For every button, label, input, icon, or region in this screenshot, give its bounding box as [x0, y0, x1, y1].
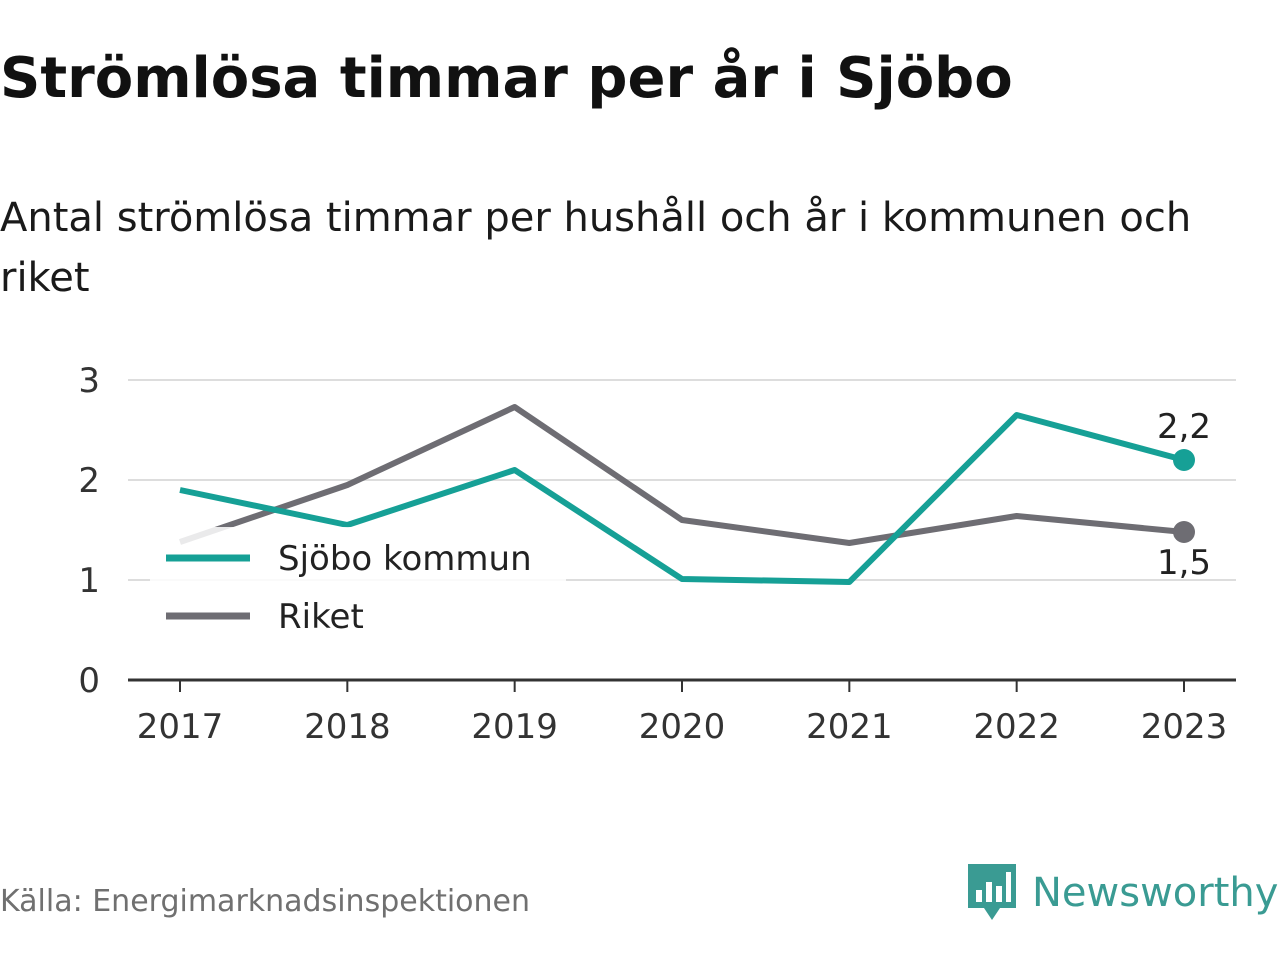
series-line-riket — [179, 404, 1185, 546]
x-tick-label: 2022 — [973, 707, 1060, 747]
series-lines — [179, 404, 1195, 585]
data-label-riket: 1,5 — [1157, 543, 1211, 583]
legend-background — [150, 527, 566, 643]
end-labels: 2,2 1,5 — [1157, 407, 1211, 583]
x-tick-label: 2023 — [1141, 707, 1228, 747]
y-tick-label: 1 — [78, 561, 100, 601]
chart-subtitle: Antal strömlösa timmar per hushåll och å… — [0, 195, 1192, 301]
series-endpoint-riket — [1173, 521, 1195, 543]
legend-label-kommun: Sjöbo kommun — [278, 539, 532, 579]
y-axis-ticks: 0 1 2 3 — [78, 361, 100, 701]
brand-name: Newsworthy — [1032, 870, 1279, 916]
newsworthy-logo-icon — [968, 864, 1016, 920]
y-tick-label: 2 — [78, 461, 100, 501]
y-tick-label: 0 — [78, 661, 100, 701]
x-tick-label: 2017 — [137, 707, 224, 747]
brand-logo: Newsworthy — [966, 862, 1278, 924]
x-tick-label: 2018 — [304, 707, 391, 747]
y-tick-label: 3 — [78, 361, 100, 401]
legend: Sjöbo kommun Riket — [150, 527, 566, 643]
chart-title: Strömlösa timmar per år i Sjöbo — [0, 46, 1013, 111]
series-endpoint-kommun — [1173, 449, 1195, 471]
data-label-kommun: 2,2 — [1157, 407, 1211, 447]
line-chart: 0 1 2 3 2017 2018 2019 2020 2021 2022 2023 Sjöbo … — [78, 361, 1236, 747]
x-tick-label: 2020 — [639, 707, 726, 747]
source-note: Källa: Energimarknadsinspektionen — [0, 884, 531, 919]
legend-label-riket: Riket — [278, 597, 364, 637]
x-tick-label: 2019 — [471, 707, 558, 747]
x-tick-label: 2021 — [806, 707, 893, 747]
series-line-kommun — [179, 412, 1185, 585]
x-axis: 2017 2018 2019 2020 2021 2022 2023 — [128, 678, 1236, 747]
